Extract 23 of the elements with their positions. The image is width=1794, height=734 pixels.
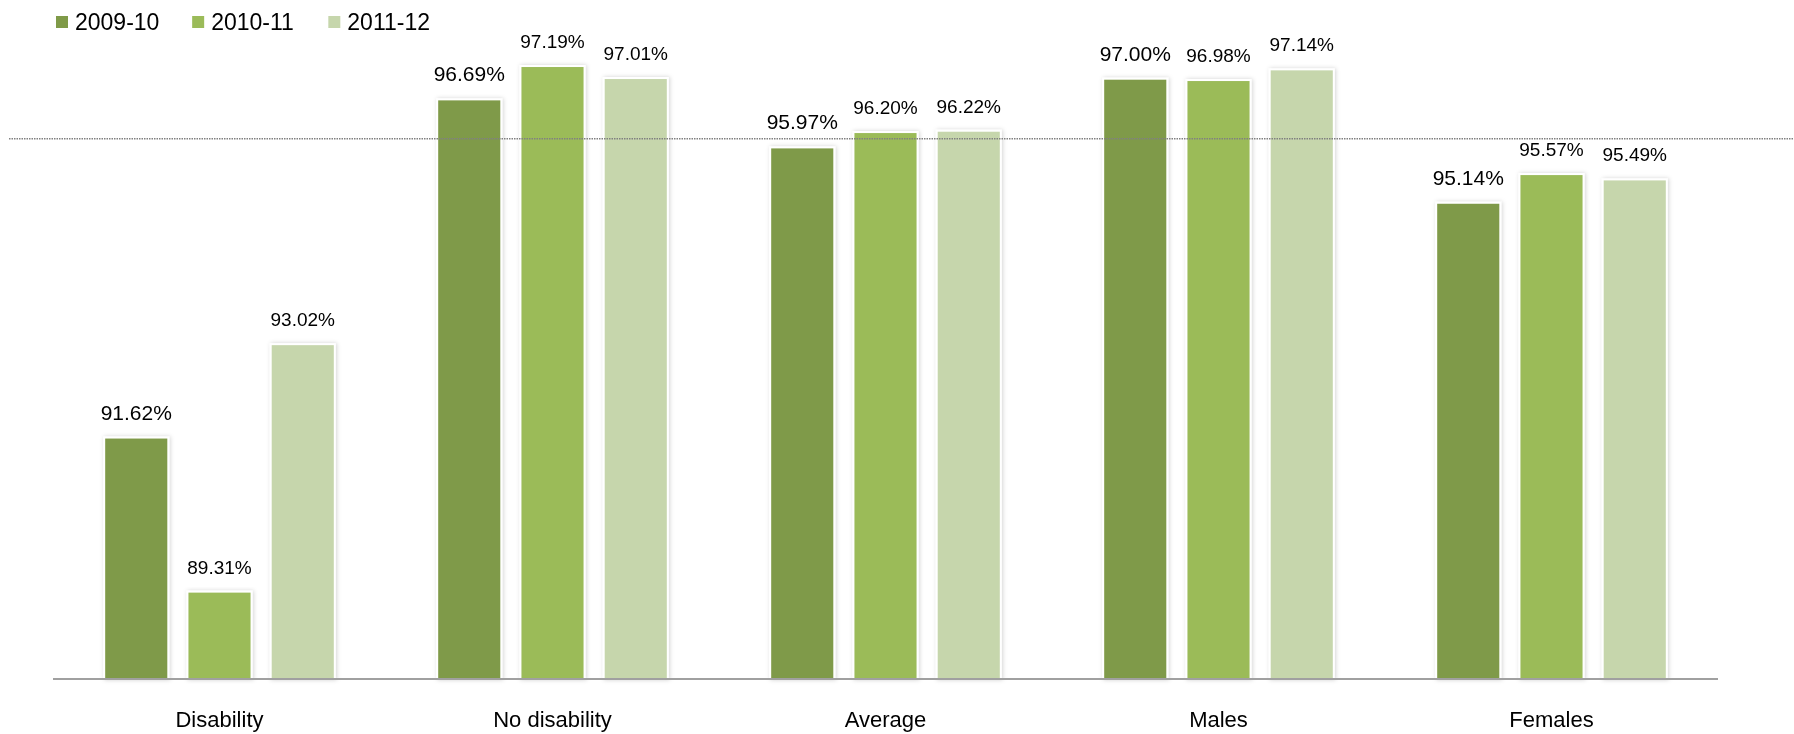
x-tick-label: Disability	[175, 707, 264, 732]
data-label: 97.14%	[1269, 34, 1335, 56]
data-label: 97.01%	[603, 43, 669, 65]
data-label: 95.97%	[766, 110, 838, 134]
x-tick-label: Average	[844, 707, 927, 732]
legend-label: 2009-10	[75, 9, 160, 35]
x-tick-label: Males	[1189, 707, 1248, 732]
data-label: 91.62%	[100, 400, 172, 424]
data-label: 96.98%	[1186, 45, 1251, 67]
data-label: 95.49%	[1602, 144, 1668, 166]
legend-label: 2010-11	[211, 9, 294, 35]
legend-label: 2011-12	[347, 9, 431, 35]
data-label: 97.00%	[1099, 41, 1171, 65]
data-label: 97.19%	[520, 31, 585, 53]
data-label: 89.31%	[187, 556, 252, 578]
x-tick-label: No disability	[493, 707, 612, 732]
x-tick-label: Females	[1509, 707, 1594, 732]
data-label: 96.69%	[433, 62, 505, 86]
data-label: 93.02%	[270, 309, 336, 331]
data-label: 95.14%	[1432, 165, 1504, 189]
data-label: 96.20%	[853, 97, 918, 119]
data-label: 96.22%	[936, 95, 1002, 117]
data-label: 95.57%	[1519, 139, 1584, 161]
